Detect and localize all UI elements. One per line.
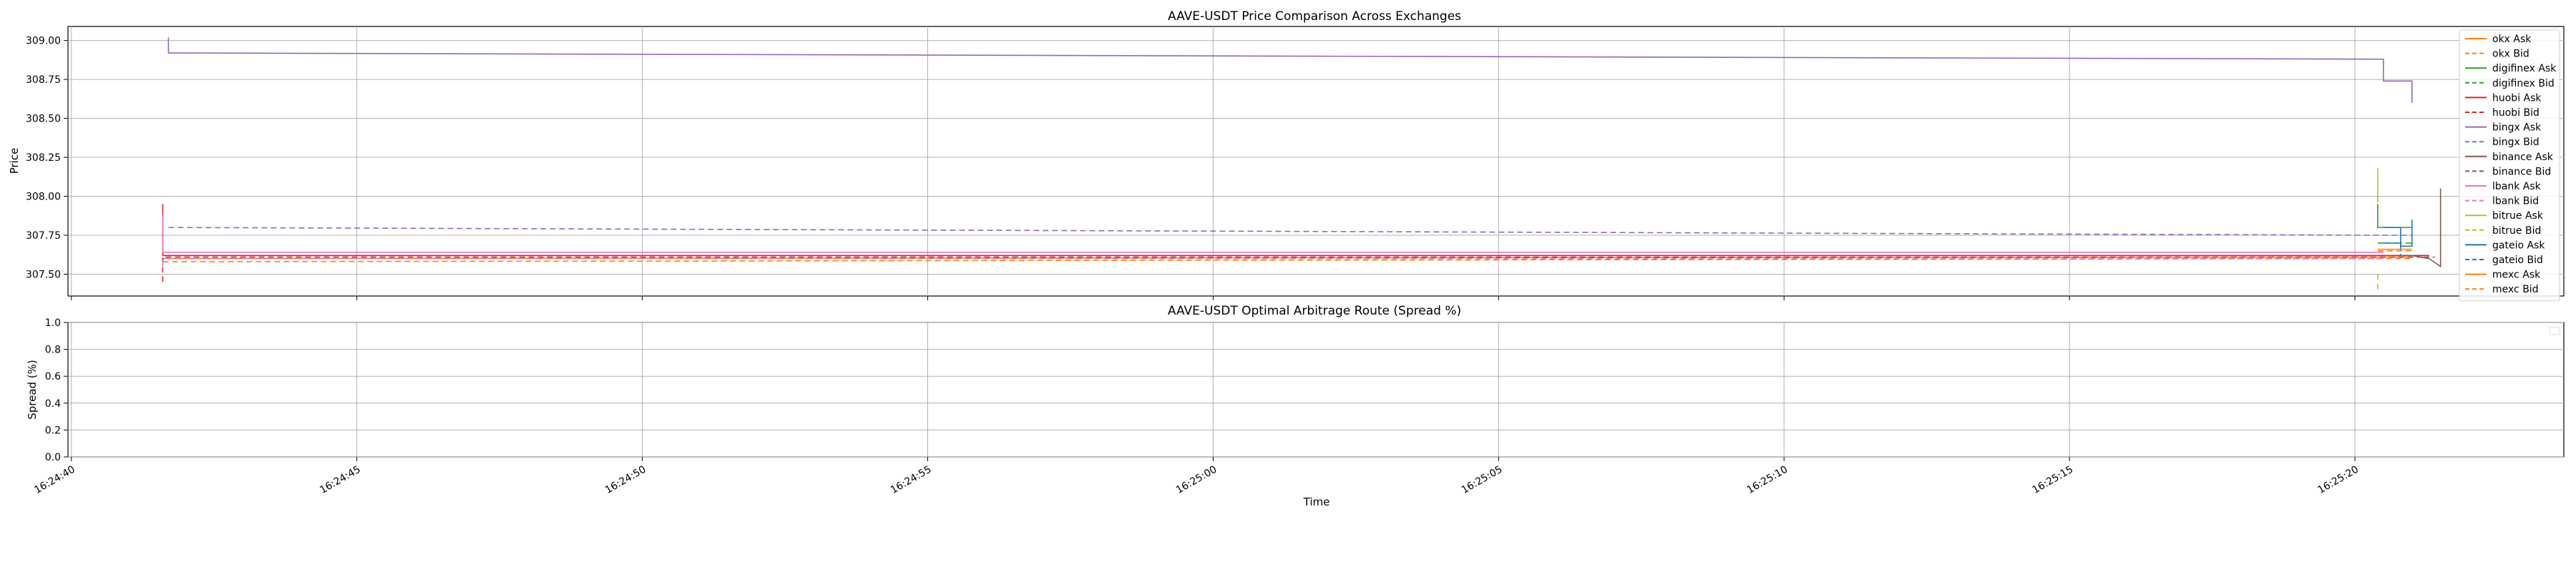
legend-label: digifinex Bid [2492,78,2555,89]
spread-chart-y-ticks: 0.0 0.2 0.4 0.6 0.8 1.0 [45,317,68,463]
legend-label: gateio Ask [2492,240,2545,251]
series-line-bingx-ask [167,37,2413,103]
price-chart-grid [68,26,2564,296]
legend-label: okx Ask [2492,34,2532,45]
spread-chart-xtick-label: 16:24:40 [32,464,77,496]
legend-label: lbank Bid [2492,196,2539,207]
legend-label: bitrue Bid [2492,225,2541,237]
spread-chart-empty-legend [2549,327,2560,335]
price-chart-ytick-label: 307.75 [26,230,61,242]
legend-label: bingx Bid [2492,137,2540,148]
spread-chart-xtick-label: 16:25:00 [1174,464,1219,496]
spread-chart-plot-area [67,322,2565,458]
series-line-huobi-bid [162,256,2429,282]
price-chart-series [162,37,2441,290]
price-chart: AAVE-USDT Price Comparison Across Exchan… [8,9,2565,302]
series-line-lbank-ask [162,214,2384,253]
legend-label: binance Bid [2492,166,2551,177]
spread-chart-ytick-label: 0.2 [45,425,61,436]
price-chart-y-ticks: 307.50 307.75 308.00 308.25 308.50 308.75 309.… [26,36,68,280]
spread-chart-ytick-label: 0.8 [45,345,61,356]
series-line-huobi-ask [162,204,2429,257]
price-chart-ytick-label: 308.75 [26,74,61,86]
spread-chart-xtick-label: 16:24:50 [603,464,648,496]
legend-label: huobi Bid [2492,107,2540,119]
legend-label: mexc Ask [2492,270,2541,281]
spread-chart-xtick-label: 16:25:15 [2031,464,2075,496]
spread-chart-title: AAVE-USDT Optimal Arbitrage Route (Sprea… [1168,304,1461,318]
legend-label: mexc Bid [2492,284,2539,295]
legend-label: bitrue Ask [2492,210,2544,222]
spread-chart-ytick-label: 0.4 [45,398,61,410]
price-chart-ytick-label: 309.00 [26,36,61,47]
spread-chart-ytick-label: 0.6 [45,371,61,383]
legend-label: lbank Ask [2492,181,2542,192]
series-line-lbank-bid [162,257,2384,267]
spread-chart-ytick-label: 0.0 [45,452,61,463]
legend-label: huobi Ask [2492,92,2542,104]
price-chart-title: AAVE-USDT Price Comparison Across Exchan… [1168,9,1461,24]
spread-chart-xlabel: Time [1303,495,1330,508]
price-chart-plot-area [67,26,2565,297]
spread-chart-xtick-label: 16:24:45 [318,464,362,496]
spread-chart-x-ticks: 16:24:40 16:24:45 16:24:50 16:24:55 16:25:00… [32,457,2361,496]
price-chart-ytick-label: 308.25 [26,152,61,164]
price-chart-legend: okx Ask okx Bid digifinex Ask digifinex Bid… [2459,29,2560,302]
series-line-bingx-bid [168,227,2412,236]
price-chart-x-tick-marks [71,296,2356,300]
spread-chart-grid [68,322,2564,458]
spread-chart-xtick-label: 16:25:20 [2316,464,2361,496]
price-chart-ytick-label: 307.50 [26,269,61,280]
price-chart-ytick-label: 308.00 [26,192,61,203]
spread-chart-xtick-label: 16:24:55 [889,464,933,496]
spread-chart-xtick-label: 16:25:10 [1745,464,1790,496]
spread-chart-ylabel: Spread (%) [26,360,39,420]
series-line-binance-ask [2411,188,2441,268]
spread-chart-xtick-label: 16:25:05 [1460,464,1504,496]
series-line-gateio-ask [2383,220,2413,247]
legend-label: okx Bid [2492,49,2529,60]
spread-chart-ytick-label: 1.0 [45,317,61,329]
legend-label: binance Ask [2492,152,2554,163]
series-line-digifinex-ask [2377,204,2412,228]
spread-chart: AAVE-USDT Optimal Arbitrage Route (Sprea… [26,304,2565,508]
price-chart-ytick-label: 308.50 [26,114,61,125]
legend-label: digifinex Ask [2492,63,2557,74]
legend-label: gateio Bid [2492,255,2543,266]
price-chart-ylabel: Price [8,148,21,174]
legend-label: bingx Ask [2492,122,2542,134]
